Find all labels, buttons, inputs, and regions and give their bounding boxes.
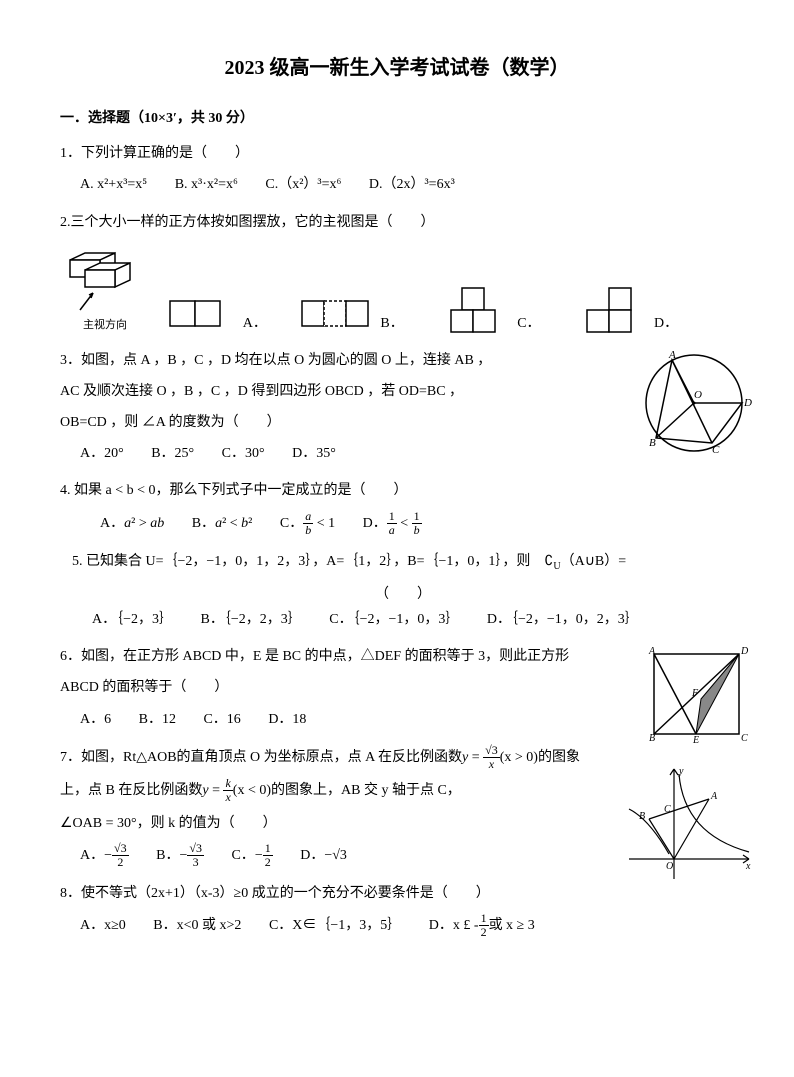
q7-opt-a: A．−√32 bbox=[80, 842, 129, 869]
q5-opt-a: A．｛−2，3｝ bbox=[92, 607, 173, 632]
question-2: 2.三个大小一样的正方体按如图摆放，它的主视图是（ ） 主视方向 A． bbox=[60, 210, 734, 336]
q8-options: A．x≥0 B．x<0 或 x>2 C．X∈｛−1，3，5｝ D．x £ -12… bbox=[60, 912, 734, 939]
q7-options: A．−√32 B．−√33 C．−12 D．−√3 bbox=[60, 842, 580, 869]
svg-text:B: B bbox=[649, 733, 655, 744]
question-7: 7．如图，Rt△AOB的直角顶点 O 为坐标原点，点 A 在反比例函数y = √… bbox=[60, 744, 734, 869]
q7-figure: y x O A B C bbox=[624, 764, 754, 884]
q6-opt-d: D．18 bbox=[268, 707, 306, 732]
q8-text: 8．使不等式（2x+1）（x-3）≥0 成立的一个充分不必要条件是（ ） bbox=[60, 881, 734, 906]
q3-options: A．20° B．25° C．30° D．35° bbox=[60, 441, 590, 466]
q7-text-2: 上，点 B 在反比例函数y = kx(x < 0)的图象上，AB 交 y 轴于点… bbox=[60, 777, 580, 804]
q1-opt-c: C.（x²）³=x⁶ bbox=[265, 172, 341, 197]
q7-text-3: ∠OAB = 30°，则 k 的值为（ ） bbox=[60, 811, 580, 836]
q5-opt-c: C．｛−2，−1，0，3｝ bbox=[329, 607, 459, 632]
q3-opt-a: A．20° bbox=[80, 441, 124, 466]
svg-text:y: y bbox=[678, 766, 684, 777]
section-1-header: 一．选择题（10×3′，共 30 分） bbox=[60, 106, 734, 131]
q4-text: 4. 如果 a < b < 0，那么下列式子中一定成立的是（ ） bbox=[60, 478, 734, 503]
q2-opt-c-fig: C． bbox=[434, 286, 541, 336]
q8-opt-a: A．x≥0 bbox=[80, 913, 126, 938]
q5-options: A．｛−2，3｝ B．｛−2，2，3｝ C．｛−2，−1，0，3｝ D．｛−2，… bbox=[72, 607, 734, 632]
q6-figure: A D B C E F bbox=[644, 644, 754, 744]
q7-opt-c: C．−12 bbox=[231, 842, 272, 869]
q6-opt-c: C．16 bbox=[203, 707, 240, 732]
q8-opt-c: C．X∈｛−1，3，5｝ bbox=[269, 913, 401, 938]
question-6: 6．如图，在正方形 ABCD 中，E 是 BC 的中点，△DEF 的面积等于 3… bbox=[60, 644, 734, 732]
q1-opt-b: B. x³·x²=x⁶ bbox=[175, 172, 238, 197]
q3-text-2: AC 及顺次连接 O ，B ，C ，D 得到四边形 OBCD ，若 OD=BC … bbox=[60, 379, 590, 404]
q2-text: 2.三个大小一样的正方体按如图摆放，它的主视图是（ ） bbox=[60, 210, 734, 235]
svg-text:B: B bbox=[649, 437, 656, 449]
q2-opt-d-fig: D． bbox=[571, 286, 679, 336]
question-8: 8．使不等式（2x+1）（x-3）≥0 成立的一个充分不必要条件是（ ） A．x… bbox=[60, 881, 734, 940]
q6-text-2: ABCD 的面积等于（ ） bbox=[60, 675, 590, 700]
q2-opt-b-label: B． bbox=[380, 316, 403, 331]
q2-main-figure: 主视方向 bbox=[60, 245, 150, 336]
q1-opt-a: A. x²+x³=x⁵ bbox=[80, 172, 147, 197]
q4-options: A．a² > ab B．a² < b² C．ab < 1 D．1a < 1b bbox=[60, 510, 734, 537]
svg-text:C: C bbox=[664, 804, 671, 815]
q1-text: 1．下列计算正确的是（ ） bbox=[60, 141, 734, 166]
q2-opt-c-label: C． bbox=[517, 316, 540, 331]
q8-opt-d: D．x £ -12或 x ≥ 3 bbox=[429, 912, 535, 939]
q5-opt-d: D．｛−2，−1，0，2，3｝ bbox=[487, 607, 639, 632]
q6-opt-b: B．12 bbox=[139, 707, 176, 732]
q5-text: 5. 已知集合 U=｛−2，−1，0，1，2，3｝，A=｛1，2｝，B=｛−1，… bbox=[72, 549, 734, 576]
q7-opt-b: B．−√33 bbox=[156, 842, 204, 869]
q4-opt-c: C．ab < 1 bbox=[280, 510, 335, 537]
question-1: 1．下列计算正确的是（ ） A. x²+x³=x⁵ B. x³·x²=x⁶ C.… bbox=[60, 141, 734, 197]
q7-opt-d: D．−√3 bbox=[300, 843, 347, 868]
svg-text:C: C bbox=[741, 733, 748, 744]
q2-opt-a-label: A． bbox=[243, 316, 267, 331]
q4-opt-a: A．a² > ab bbox=[100, 511, 164, 536]
q6-text-1: 6．如图，在正方形 ABCD 中，E 是 BC 的中点，△DEF 的面积等于 3… bbox=[60, 644, 590, 669]
svg-text:x: x bbox=[745, 861, 751, 872]
q3-opt-c: C．30° bbox=[222, 441, 265, 466]
q1-options: A. x²+x³=x⁵ B. x³·x²=x⁶ C.（x²）³=x⁶ D.（2x… bbox=[60, 172, 734, 197]
q7-text-1: 7．如图，Rt△AOB的直角顶点 O 为坐标原点，点 A 在反比例函数y = √… bbox=[60, 744, 580, 771]
q5-opt-b: B．｛−2，2，3｝ bbox=[201, 607, 302, 632]
q8-opt-b: B．x<0 或 x>2 bbox=[153, 913, 241, 938]
q2-view-label: 主视方向 bbox=[60, 316, 150, 336]
svg-text:B: B bbox=[639, 811, 645, 822]
svg-text:F: F bbox=[691, 688, 699, 699]
q4-opt-b: B．a² < b² bbox=[192, 511, 253, 536]
question-5: 5. 已知集合 U=｛−2，−1，0，1，2，3｝，A=｛1，2｝，B=｛−1，… bbox=[60, 549, 734, 632]
q6-opt-a: A．6 bbox=[80, 707, 111, 732]
svg-text:A: A bbox=[668, 349, 676, 361]
q6-options: A．6 B．12 C．16 D．18 bbox=[60, 707, 590, 732]
svg-text:D: D bbox=[743, 397, 752, 409]
question-3: 3．如图，点 A ，B ，C ，D 均在以点 O 为圆心的圆 O 上，连接 AB… bbox=[60, 348, 734, 467]
q3-text-1: 3．如图，点 A ，B ，C ，D 均在以点 O 为圆心的圆 O 上，连接 AB… bbox=[60, 348, 590, 373]
q3-text-3: OB=CD ，则 ∠A 的度数为（ ） bbox=[60, 410, 590, 435]
svg-text:O: O bbox=[694, 389, 702, 401]
svg-text:D: D bbox=[740, 646, 749, 657]
q3-figure: A O D B C bbox=[634, 348, 754, 458]
svg-text:O: O bbox=[666, 861, 673, 872]
q1-opt-d: D.（2x）³=6x³ bbox=[369, 172, 455, 197]
svg-text:C: C bbox=[712, 444, 720, 456]
question-4: 4. 如果 a < b < 0，那么下列式子中一定成立的是（ ） A．a² > … bbox=[60, 478, 734, 537]
q3-opt-b: B．25° bbox=[151, 441, 194, 466]
q4-opt-d: D．1a < 1b bbox=[363, 510, 422, 537]
svg-text:A: A bbox=[648, 646, 656, 657]
q3-opt-d: D．35° bbox=[292, 441, 336, 466]
q5-paren: （ ） bbox=[72, 582, 734, 607]
q2-opt-d-label: D． bbox=[654, 316, 678, 331]
q2-opt-b-fig: B． bbox=[297, 286, 404, 336]
svg-text:A: A bbox=[710, 791, 718, 802]
exam-title: 2023 级高一新生入学考试试卷（数学） bbox=[60, 50, 734, 86]
q2-opt-a-fig: A． bbox=[160, 286, 267, 336]
